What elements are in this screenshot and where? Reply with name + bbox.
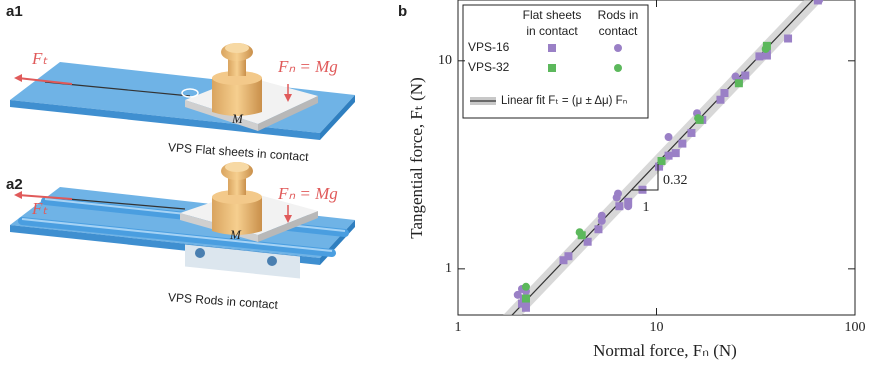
- mass-label: M: [229, 227, 242, 242]
- data-point: [517, 299, 526, 308]
- data-point: [657, 156, 666, 165]
- legend: Flat sheets in contact Rods in contact VPS-1…: [462, 4, 649, 119]
- data-point: [575, 228, 584, 237]
- data-point: [583, 237, 592, 246]
- data-point: [731, 72, 740, 81]
- data-point: [720, 89, 729, 98]
- data-point: [564, 252, 573, 261]
- data-point: [521, 282, 530, 291]
- legend-header: Rods in: [598, 8, 639, 22]
- data-point: [694, 114, 703, 123]
- x-tick-label: 1: [455, 320, 462, 335]
- x-tick-label: 100: [845, 320, 866, 335]
- data-point: [614, 189, 623, 198]
- legend-label: VPS-32: [468, 60, 510, 74]
- mass-label: M: [231, 111, 244, 126]
- y-axis-label: Tangential force, Fₜ (N): [407, 77, 426, 238]
- panel-label: b: [398, 3, 407, 20]
- force-label: Fₜ: [31, 199, 48, 218]
- force-label: Fₙ = Mg: [277, 57, 338, 76]
- data-point: [716, 95, 725, 104]
- data-point: [521, 294, 530, 303]
- legend-header: Flat sheets: [523, 8, 582, 22]
- data-point: [762, 51, 771, 60]
- legend-marker: [548, 64, 556, 72]
- data-point: [655, 162, 664, 171]
- illustration-a2: [10, 162, 355, 279]
- force-label: Fₙ = Mg: [277, 184, 338, 203]
- panel-label: a1: [6, 3, 23, 20]
- data-point: [741, 71, 750, 80]
- legend-label: VPS-16: [468, 40, 510, 54]
- data-point: [615, 202, 624, 211]
- force-label: Fₜ: [31, 49, 48, 68]
- data-point: [559, 256, 568, 265]
- caption: VPS Flat sheets in contact: [168, 140, 310, 164]
- legend-label: Linear fit Fₜ = (μ ± Δμ) Fₙ: [501, 95, 628, 107]
- slope-triangle: [632, 164, 659, 191]
- data-point: [678, 139, 687, 148]
- legend-header: contact: [599, 24, 638, 38]
- data-point: [734, 79, 743, 88]
- x-tick-label: 10: [650, 320, 664, 335]
- data-point: [594, 225, 603, 234]
- x-axis-label: Normal force, Fₙ (N): [593, 341, 737, 360]
- data-point: [513, 290, 522, 299]
- data-point: [624, 197, 633, 206]
- panel-label: a2: [6, 176, 23, 193]
- data-point: [624, 202, 633, 211]
- data-point: [671, 149, 680, 158]
- data-point: [664, 151, 673, 160]
- slope-label: 1: [643, 200, 650, 215]
- data-point: [761, 44, 770, 53]
- y-tick-label: 1: [445, 261, 452, 276]
- legend-marker: [548, 44, 556, 52]
- plot-area: [503, 0, 824, 315]
- data-point: [815, 0, 824, 4]
- data-point: [784, 34, 793, 43]
- data-point: [597, 211, 606, 220]
- slope-label: 0.32: [663, 173, 688, 188]
- legend-marker: [614, 64, 622, 72]
- legend-marker: [614, 44, 622, 52]
- data-point: [521, 303, 530, 312]
- caption: VPS Rods in contact: [168, 290, 279, 312]
- legend-header: in contact: [526, 24, 578, 38]
- data-point: [687, 128, 696, 137]
- data-point: [664, 133, 673, 142]
- y-tick-label: 10: [438, 53, 452, 68]
- illustration-a1: [10, 43, 355, 140]
- data-point: [755, 52, 764, 61]
